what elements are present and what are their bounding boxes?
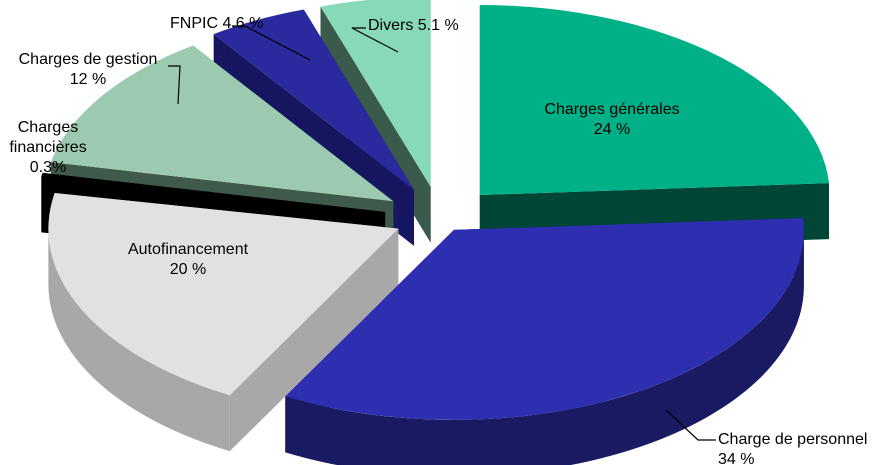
slice-top-0	[479, 5, 830, 196]
slice-label-line-3-1: financières	[9, 139, 86, 156]
slice-top-3	[41, 172, 386, 213]
label-leader-4	[168, 65, 181, 105]
slice-top-5	[213, 9, 414, 190]
label-leader-1	[665, 409, 716, 441]
slice-label-line-2-0: Autofinancement	[128, 241, 249, 258]
slice-outer-wall-2-0	[48, 228, 230, 452]
slice-top-2	[48, 193, 399, 396]
slice-label-line-3-2: 0.3%	[30, 159, 66, 176]
slice-label-line-6-0: Divers 5.1 %	[368, 17, 459, 34]
label-leader-6	[351, 27, 399, 53]
slice-top-6	[320, 0, 431, 187]
slice-cut-face-2-0	[229, 228, 399, 452]
slice-top-4	[50, 45, 394, 202]
slice-label-3: Charges financières 0.3%	[9, 119, 86, 176]
slice-label-4: Charges de gestion 12 %	[19, 51, 158, 88]
slice-label-line-0-1: 24 %	[594, 121, 630, 138]
label-leader-5	[232, 25, 311, 61]
slice-label-2: Autofinancement 20 %	[128, 241, 249, 278]
slice-label-line-5-0: FNPIC 4.6 %	[170, 15, 263, 32]
slice-label-line-1-1: 34 %	[718, 451, 754, 465]
slice-label-line-4-0: Charges de gestion	[19, 51, 158, 68]
slice-label-1: Charge de personnel 34 %	[718, 431, 867, 465]
slice-label-0: Charges générales 24 %	[544, 101, 679, 138]
label-leaders	[168, 25, 716, 441]
slice-label-line-0-0: Charges générales	[544, 101, 679, 118]
slice-label-line-4-1: 12 %	[70, 71, 106, 88]
slice-label-line-2-1: 20 %	[170, 261, 206, 278]
slice-label-line-3-0: Charges	[18, 119, 78, 136]
slice-label-6: Divers 5.1 %	[368, 17, 459, 34]
slice-label-line-1-0: Charge de personnel	[718, 431, 867, 448]
slice-outer-wall-1-0	[285, 229, 804, 465]
slice-top-1	[285, 217, 804, 420]
slice-labels: Charges générales 24 % Charge de personnel…	[9, 15, 867, 465]
slice-tops	[41, 0, 830, 420]
slice-label-5: FNPIC 4.6 %	[170, 15, 263, 32]
